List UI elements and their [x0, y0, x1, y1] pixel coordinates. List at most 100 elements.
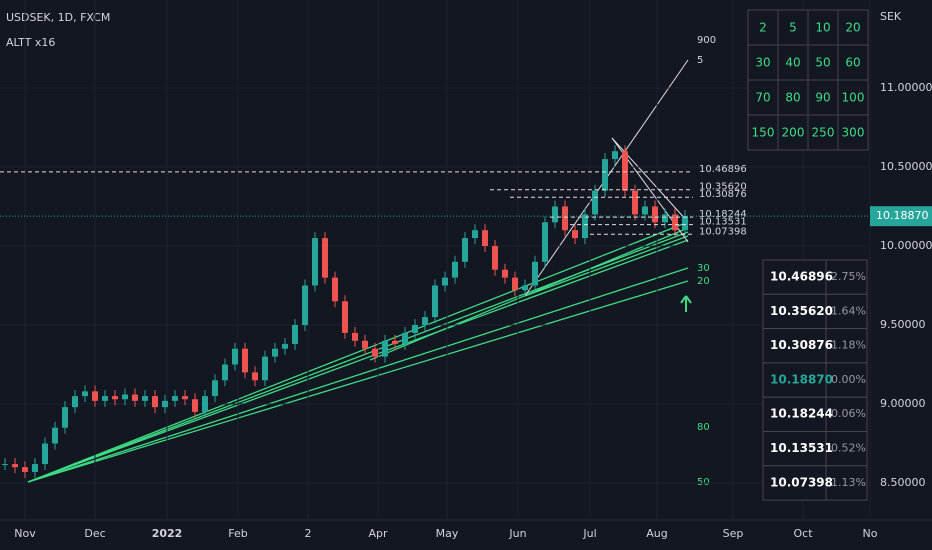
candle-body [322, 238, 328, 278]
candle-body [272, 348, 278, 357]
candle-body [212, 380, 218, 397]
candle-body [102, 396, 108, 401]
time-label: 2 [305, 527, 312, 540]
candle-body [402, 332, 408, 344]
level-row [762, 293, 868, 330]
candle-body [372, 348, 378, 357]
level-pct: 0.00% [831, 373, 866, 386]
price-label: 9.00000 [880, 397, 926, 410]
period-value: 100 [842, 91, 865, 105]
candle-body [442, 277, 448, 286]
candle-body [462, 238, 468, 262]
current-price: 10.18870 [876, 209, 929, 222]
trend-line [27, 280, 689, 483]
candle-body [422, 317, 428, 325]
candle-body [2, 464, 8, 466]
candle-body [612, 151, 618, 160]
candle-body [152, 396, 158, 408]
candle-body [112, 396, 118, 400]
candle-body [592, 190, 598, 215]
candle-body [202, 396, 208, 412]
candle-body [62, 407, 68, 428]
candle-body [492, 246, 498, 270]
candle-body [432, 285, 438, 318]
candle-body [172, 396, 178, 401]
period-value: 5 [789, 21, 797, 35]
candle-body [332, 277, 338, 302]
candle-body [312, 238, 318, 286]
level-row [762, 431, 868, 467]
candle-body [282, 343, 288, 349]
period-value: 60 [845, 56, 860, 70]
period-value: 20 [845, 21, 860, 35]
time-label: Sep [723, 527, 744, 540]
candle-body [582, 214, 588, 239]
candle-body [392, 340, 398, 344]
level-price: 10.35620 [770, 304, 833, 318]
level-label: 10.35620 [699, 182, 747, 193]
period-value: 50 [815, 56, 830, 70]
level-price: 10.13531 [770, 441, 833, 455]
candle-body [552, 206, 558, 223]
candle-body [302, 285, 308, 325]
candle-body [22, 467, 28, 472]
time-label: 2022 [152, 527, 183, 540]
candle-body [242, 348, 248, 373]
level-row [762, 396, 868, 433]
candle-body [182, 396, 188, 400]
level-label: 10.18244 [699, 209, 747, 220]
candle-body [122, 394, 128, 400]
time-label: Dec [84, 527, 105, 540]
candle-body [522, 285, 528, 291]
candle-body [192, 399, 198, 412]
candle-body [632, 190, 638, 215]
marker: 30 [697, 263, 710, 274]
period-value: 40 [785, 56, 800, 70]
candle-body [342, 301, 348, 333]
time-label: Nov [14, 527, 36, 540]
period-value: 10 [815, 21, 830, 35]
level-row [762, 328, 868, 364]
candle-body [32, 464, 38, 472]
period-value: 250 [812, 126, 835, 140]
candle-body [132, 394, 138, 401]
candle-body [652, 206, 658, 223]
period-value: 30 [755, 56, 770, 70]
candle-body [682, 215, 688, 231]
trend-line [27, 239, 689, 483]
candle-body [642, 206, 648, 215]
level-price: 10.46896 [770, 270, 833, 284]
candle-body [562, 206, 568, 231]
trend-line [27, 221, 689, 483]
price-label: 11.00000 [880, 81, 932, 94]
time-label: Jul [582, 527, 596, 540]
period-value: 80 [785, 91, 800, 105]
candle-body [472, 230, 478, 239]
level-label: 10.13531 [699, 217, 747, 228]
candle-body [502, 269, 508, 278]
price-label: 10.00000 [880, 239, 932, 252]
candle-body [362, 340, 368, 349]
marker: 80 [697, 422, 710, 433]
marker: 900 [697, 35, 716, 46]
time-label: Apr [368, 527, 388, 540]
candle-body [452, 261, 458, 278]
candle-body [412, 325, 418, 333]
level-price: 10.07398 [770, 475, 833, 489]
up-arrow [680, 295, 692, 312]
candle-body [42, 443, 48, 465]
current-price-box [870, 206, 932, 227]
candle-body [542, 222, 548, 262]
time-label: May [436, 527, 459, 540]
indicator: ALTT x16 [6, 36, 55, 49]
time-label: Feb [228, 527, 247, 540]
candle-body [222, 364, 228, 381]
candle-body [382, 340, 388, 357]
level-label: 10.46896 [699, 164, 747, 175]
period-value: 2 [759, 21, 767, 35]
price-label: 10.50000 [880, 160, 932, 173]
candle-body [92, 391, 98, 401]
time-label: No [863, 527, 878, 540]
